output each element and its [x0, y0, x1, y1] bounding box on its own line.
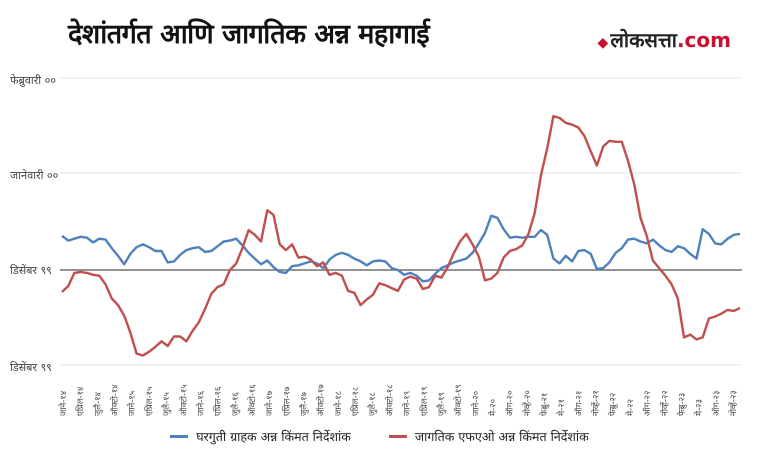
y-tick-label: जानेवारी ००	[10, 169, 59, 182]
x-tick-label: ऑग-२१	[573, 391, 584, 416]
x-tick-label: जाने-१८	[333, 391, 344, 416]
x-tick-label: जाने-१५	[127, 391, 138, 416]
x-tick-label: ऑक्टो-१७	[316, 384, 327, 416]
x-tick-label: ऑग-२२	[642, 391, 653, 416]
x-tick-label: मे-२२	[625, 399, 636, 416]
x-tick-label: एप्रिल-१८	[350, 387, 361, 416]
x-tick-label: एप्रिल-१६	[213, 386, 224, 416]
x-tick-label: जाने-१७	[264, 390, 275, 416]
x-tick-label: मे-२१	[556, 399, 567, 416]
y-axis-labels: फेब्रुवारी ०० जानेवारी ०० डिसेंबर ९९ डिस…	[10, 74, 59, 374]
x-tick-label: नोव्हें-२०	[522, 390, 533, 416]
legend-item-global[interactable]: जागतिक एफएओ अन्न किंमत निर्देशांक	[388, 428, 589, 445]
legend-label-global: जागतिक एफएओ अन्न किंमत निर्देशांक	[414, 429, 589, 444]
x-tick-label: ऑग-२३	[711, 391, 722, 416]
x-tick-label: नोव्हें-२१	[591, 390, 602, 416]
y-tick-label: डिसेंबर ९९	[10, 264, 52, 277]
y-tick-label: डिसेंबर ९९	[10, 361, 52, 374]
x-tick-label: एप्रिल-१४	[75, 387, 86, 416]
x-tick-label: जुलै-१९	[436, 392, 447, 416]
x-tick-label: एप्रिल-१९	[419, 387, 430, 416]
x-tick-label: ऑक्टो-१८	[384, 384, 395, 416]
grid-lines	[60, 77, 742, 366]
x-tick-label: जाने-१४	[58, 391, 69, 416]
brand-mark-icon: ◆	[597, 35, 609, 51]
x-tick-label: एप्रिल-१५	[144, 387, 155, 416]
x-tick-label: ऑक्टो-१९	[453, 384, 464, 416]
y-tick-label: फेब्रुवारी ००	[10, 74, 56, 87]
x-tick-label: जाने-१६	[195, 390, 206, 416]
series-line-global	[61, 114, 741, 357]
x-tick-label: फेब्रु-२३	[677, 393, 688, 416]
x-tick-label: ऑक्टो-१४	[110, 384, 121, 416]
x-tick-label: जुलै-१४	[92, 392, 103, 416]
brand-name: लोकसत्ता	[610, 28, 677, 52]
x-tick-label: जाने-१९	[402, 391, 413, 416]
x-tick-label: नोव्हें-२२	[659, 390, 670, 416]
x-tick-label: जाने-२०	[470, 391, 481, 416]
legend-swatch-global	[388, 435, 407, 438]
chart-title: देशांतर्गत आणि जागतिक अन्न महागाई	[68, 19, 430, 50]
x-tick-label: जुलै-१५	[161, 392, 172, 416]
x-tick-label: फेब्रु-२२	[608, 393, 619, 416]
legend-label-domestic: घरगुती ग्राहक अन्न किंमत निर्देशांक	[196, 429, 351, 444]
x-tick-label: फेब्रु-२१	[539, 393, 550, 416]
x-tick-label: ऑग-२०	[505, 391, 516, 416]
legend-swatch-domestic	[170, 435, 189, 438]
series-lines	[61, 114, 741, 357]
brand-tld: .com	[676, 28, 731, 52]
legend: घरगुती ग्राहक अन्न किंमत निर्देशांक जागत…	[0, 428, 759, 445]
x-axis-labels: जाने-१४ एप्रिल-१४ जुलै-१४ ऑक्टो-१४ जाने-१५ एप…	[58, 384, 739, 416]
legend-item-domestic[interactable]: घरगुती ग्राहक अन्न किंमत निर्देशांक	[170, 428, 351, 445]
x-tick-label: नोव्हें-२३	[728, 390, 739, 416]
series-line-domestic	[61, 214, 741, 283]
x-tick-label: जुलै-१८	[367, 392, 378, 416]
x-tick-label: जुलै-१७	[299, 391, 310, 416]
x-tick-label: ऑक्टो-१६	[247, 384, 258, 416]
x-tick-label: मे-२०	[488, 399, 499, 416]
x-tick-label: ऑक्टो-१५	[178, 384, 189, 416]
x-tick-label: एप्रिल-१७	[281, 386, 292, 416]
x-tick-label: जुलै-१६	[230, 391, 241, 416]
brand-logo[interactable]: ◆ लोकसत्ता.com	[598, 26, 731, 53]
x-tick-label: मे-२३	[694, 399, 705, 416]
